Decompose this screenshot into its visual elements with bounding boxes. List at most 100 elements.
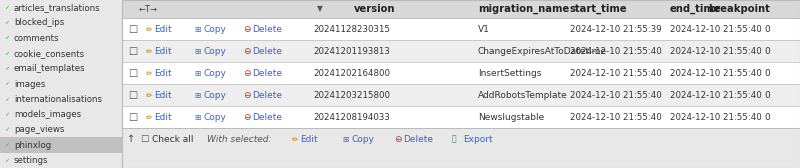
Text: end_time: end_time <box>670 4 722 14</box>
Text: AddRobotsTemplate: AddRobotsTemplate <box>478 91 568 99</box>
Text: settings: settings <box>14 156 49 165</box>
Bar <box>122 84 800 106</box>
Text: ✓: ✓ <box>4 51 10 56</box>
Text: ✓: ✓ <box>4 81 10 87</box>
Text: ✏: ✏ <box>146 113 152 121</box>
Bar <box>0 92 122 107</box>
Bar <box>0 0 122 168</box>
Text: 2024-12-10 21:55:40: 2024-12-10 21:55:40 <box>570 69 662 77</box>
Text: 20241202164800: 20241202164800 <box>313 69 390 77</box>
Text: images: images <box>14 79 46 89</box>
Text: ⊞: ⊞ <box>194 69 200 77</box>
Bar <box>0 15 122 31</box>
Text: □: □ <box>128 24 138 34</box>
Text: ✓: ✓ <box>4 158 10 163</box>
Text: breakpoint: breakpoint <box>708 4 770 14</box>
Bar <box>0 61 122 76</box>
Text: ChangeExpiresAtToDatetime: ChangeExpiresAtToDatetime <box>478 47 607 55</box>
Text: ⊖: ⊖ <box>243 69 250 77</box>
Text: Copy: Copy <box>351 135 374 143</box>
Text: ✏: ✏ <box>146 91 152 99</box>
Text: ✏: ✏ <box>146 69 152 77</box>
Text: 2024-12-10 21:55:40: 2024-12-10 21:55:40 <box>670 113 762 121</box>
Text: migration_name: migration_name <box>478 4 570 14</box>
Bar <box>122 0 800 18</box>
Text: ⊖: ⊖ <box>243 113 250 121</box>
Text: 0: 0 <box>764 25 770 33</box>
Text: 0: 0 <box>764 47 770 55</box>
Text: Export: Export <box>463 135 493 143</box>
Bar <box>122 40 800 62</box>
Text: ✏: ✏ <box>146 25 152 33</box>
Text: ▼: ▼ <box>317 5 323 13</box>
Text: cookie_consents: cookie_consents <box>14 49 85 58</box>
Text: V1: V1 <box>478 25 490 33</box>
Text: page_views: page_views <box>14 125 64 134</box>
Text: 0: 0 <box>764 69 770 77</box>
Bar <box>0 153 122 168</box>
Text: ✓: ✓ <box>4 66 10 71</box>
Text: Copy: Copy <box>203 91 226 99</box>
Text: ⊖: ⊖ <box>243 25 250 33</box>
Text: Delete: Delete <box>252 25 282 33</box>
Text: Edit: Edit <box>154 69 172 77</box>
Text: 2024-12-10 21:55:39: 2024-12-10 21:55:39 <box>570 25 662 33</box>
Bar <box>122 18 800 40</box>
Bar <box>0 137 122 153</box>
Text: ✓: ✓ <box>4 143 10 148</box>
Text: Edit: Edit <box>154 25 172 33</box>
Text: ⊖: ⊖ <box>394 135 402 143</box>
Text: 🖼: 🖼 <box>452 135 457 143</box>
Text: ✏: ✏ <box>146 47 152 55</box>
Text: InsertSettings: InsertSettings <box>478 69 542 77</box>
Text: 20241208194033: 20241208194033 <box>313 113 390 121</box>
Text: email_templates: email_templates <box>14 64 86 73</box>
Text: ✏: ✏ <box>292 135 298 143</box>
Bar <box>122 106 800 128</box>
Bar <box>0 107 122 122</box>
Text: □: □ <box>128 46 138 56</box>
Text: □: □ <box>128 68 138 78</box>
Bar <box>0 31 122 46</box>
Text: ⊞: ⊞ <box>194 47 200 55</box>
Text: ✓: ✓ <box>4 97 10 102</box>
Text: ↑: ↑ <box>127 134 135 144</box>
Text: blocked_ips: blocked_ips <box>14 18 64 27</box>
Text: Edit: Edit <box>300 135 318 143</box>
Text: Edit: Edit <box>154 47 172 55</box>
Text: ✓: ✓ <box>4 20 10 25</box>
Bar <box>122 128 800 150</box>
Bar <box>0 46 122 61</box>
Text: ✓: ✓ <box>4 5 10 10</box>
Text: Copy: Copy <box>203 25 226 33</box>
Text: Delete: Delete <box>403 135 433 143</box>
Text: models_images: models_images <box>14 110 81 119</box>
Text: ✓: ✓ <box>4 112 10 117</box>
Text: □: □ <box>140 135 149 143</box>
Text: Delete: Delete <box>252 47 282 55</box>
Text: Check all: Check all <box>152 135 194 143</box>
Text: start_time: start_time <box>570 4 628 14</box>
Bar <box>0 0 122 15</box>
Text: 2024-12-10 21:55:40: 2024-12-10 21:55:40 <box>570 91 662 99</box>
Text: Edit: Edit <box>154 113 172 121</box>
Text: Copy: Copy <box>203 69 226 77</box>
Text: ⊖: ⊖ <box>243 91 250 99</box>
Text: Edit: Edit <box>154 91 172 99</box>
Text: phinxlog: phinxlog <box>14 141 51 150</box>
Text: version: version <box>354 4 395 14</box>
Text: 20241201193813: 20241201193813 <box>313 47 390 55</box>
Text: ⊖: ⊖ <box>243 47 250 55</box>
Text: Newslugstable: Newslugstable <box>478 113 544 121</box>
Text: Copy: Copy <box>203 47 226 55</box>
Text: Copy: Copy <box>203 113 226 121</box>
Text: articles_translations: articles_translations <box>14 3 101 12</box>
Text: With selected:: With selected: <box>207 135 271 143</box>
Text: 2024-12-10 21:55:40: 2024-12-10 21:55:40 <box>670 91 762 99</box>
Text: internationalisations: internationalisations <box>14 95 102 104</box>
Text: □: □ <box>128 90 138 100</box>
Text: 2024-12-10 21:55:40: 2024-12-10 21:55:40 <box>570 47 662 55</box>
Text: 20241203215800: 20241203215800 <box>313 91 390 99</box>
Bar <box>122 0 800 168</box>
Text: 0: 0 <box>764 91 770 99</box>
